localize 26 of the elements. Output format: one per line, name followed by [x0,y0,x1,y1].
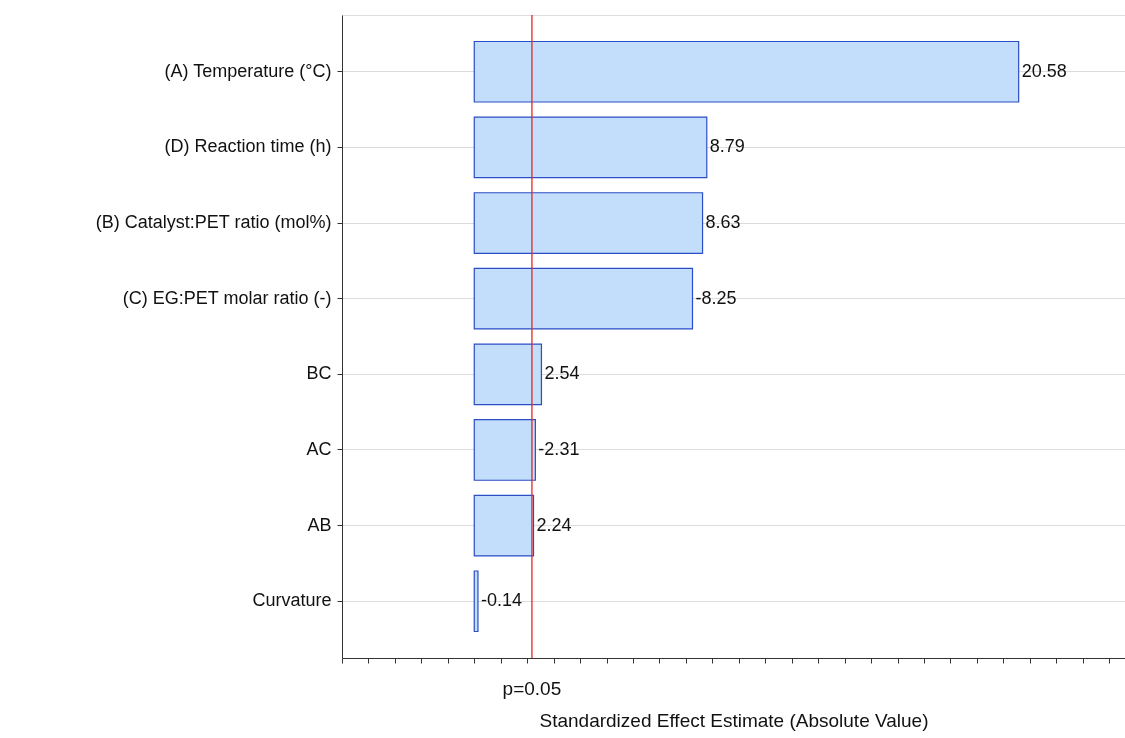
data-label: 8.63 [705,212,741,233]
x-axis-title: Standardized Effect Estimate (Absolute Value) [539,710,929,731]
bar [473,40,1020,103]
annotation: -2.31 [538,438,580,459]
text: p=0.05 [502,678,562,699]
bar [473,192,704,254]
data-label: 2.24 [536,514,572,535]
bar [473,570,479,633]
bar [473,343,543,406]
bar [473,116,708,179]
y-tick-label: Curvature [252,590,332,611]
annotation: -8.25 [695,287,737,308]
annotation: -0.14 [480,590,522,611]
y-tick-label: (B) Catalyst:PET ratio (mol%) [95,212,332,233]
y-tick-label: AB [307,514,332,535]
y-tick-label: (C) EG:PET molar ratio (-) [122,287,332,308]
y-tick-label: BC [306,363,332,384]
y-tick-label: (D) Reaction time (h) [164,136,332,157]
data-label: 8.79 [709,136,745,157]
data-label: 2.54 [544,363,580,384]
data-label: 20.58 [1021,60,1067,81]
bar [473,494,535,557]
bar [473,267,694,330]
bar [473,419,536,481]
y-tick-label: AC [306,438,332,459]
y-tick-label: (A) Temperature (°C) [164,60,332,81]
